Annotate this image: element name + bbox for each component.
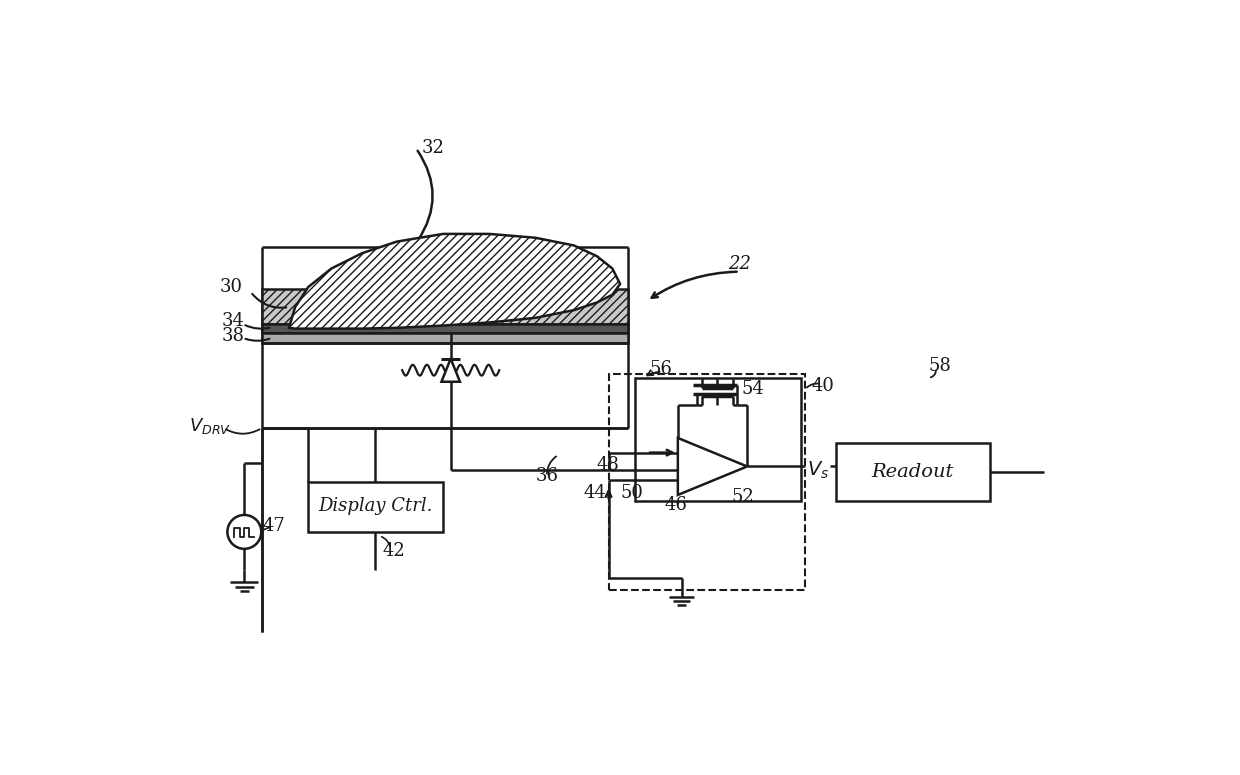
Text: 42: 42	[383, 542, 405, 560]
Bar	[309, 482, 443, 532]
Text: 48: 48	[596, 456, 620, 474]
Text: 22: 22	[728, 255, 751, 273]
Polygon shape	[678, 438, 748, 495]
Text: 32: 32	[422, 140, 444, 157]
Text: 52: 52	[732, 488, 754, 506]
Text: -: -	[682, 443, 688, 462]
Bar	[635, 378, 801, 501]
Text: 40: 40	[811, 377, 835, 394]
Polygon shape	[262, 333, 627, 343]
Text: 44: 44	[584, 484, 606, 502]
Polygon shape	[289, 234, 620, 329]
Bar	[836, 443, 990, 501]
Text: 30: 30	[219, 278, 243, 296]
Bar	[609, 374, 805, 590]
Polygon shape	[441, 359, 460, 382]
Text: 36: 36	[536, 467, 558, 485]
Text: 50: 50	[620, 484, 644, 502]
Polygon shape	[262, 289, 627, 324]
Text: 46: 46	[665, 496, 688, 514]
Text: 34: 34	[221, 312, 244, 330]
Text: 47: 47	[263, 517, 285, 535]
Text: 54: 54	[742, 381, 765, 398]
Text: +: +	[678, 471, 693, 489]
Text: Display Ctrl.: Display Ctrl.	[317, 498, 433, 515]
Text: 58: 58	[928, 357, 951, 375]
Text: Readout: Readout	[872, 463, 954, 480]
Polygon shape	[262, 324, 627, 333]
Text: 56: 56	[650, 360, 672, 377]
Text: $V_s$: $V_s$	[807, 460, 830, 481]
Text: 38: 38	[221, 327, 244, 346]
Text: $V_{DRV}$: $V_{DRV}$	[188, 415, 231, 436]
